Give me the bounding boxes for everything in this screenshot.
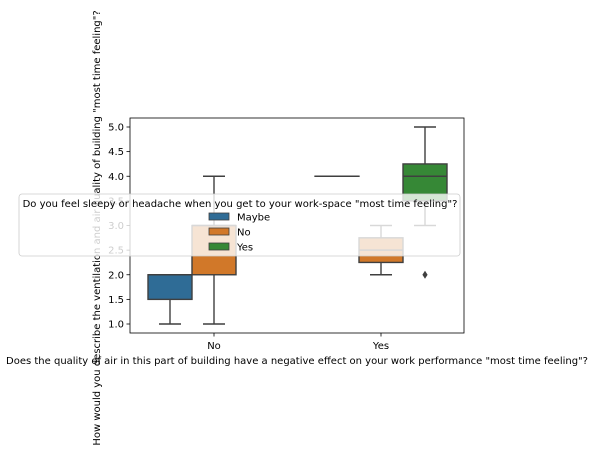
legend-swatch-maybe bbox=[208, 212, 230, 221]
y-tick-label: 4.0 bbox=[108, 172, 124, 183]
x-tick-label: No bbox=[207, 341, 221, 352]
legend-frame bbox=[18, 193, 461, 257]
y-tick-label: 4.5 bbox=[108, 147, 124, 158]
legend-swatch-yes bbox=[208, 242, 230, 251]
x-tick-label: Yes bbox=[372, 341, 389, 352]
box-maybe-no bbox=[147, 274, 193, 325]
y-tick-label: 1.0 bbox=[108, 320, 124, 331]
y-tick-label: 2.0 bbox=[108, 270, 124, 281]
legend: Do you feel sleepy or headache when you … bbox=[18, 193, 461, 257]
legend-swatch-no bbox=[208, 227, 230, 236]
legend-label-yes: Yes bbox=[236, 243, 253, 254]
y-tick-label: 1.5 bbox=[108, 295, 124, 306]
x-axis-label: Does the quality of air in this part of … bbox=[6, 356, 588, 367]
legend-title: Do you feel sleepy or headache when you … bbox=[23, 199, 458, 210]
box-body bbox=[147, 274, 193, 301]
x-axis: No Yes bbox=[207, 333, 389, 352]
legend-label-no: No bbox=[237, 228, 251, 239]
outlier-marker bbox=[422, 270, 428, 279]
y-tick-label: 5.0 bbox=[108, 123, 124, 134]
legend-label-maybe: Maybe bbox=[237, 213, 270, 224]
